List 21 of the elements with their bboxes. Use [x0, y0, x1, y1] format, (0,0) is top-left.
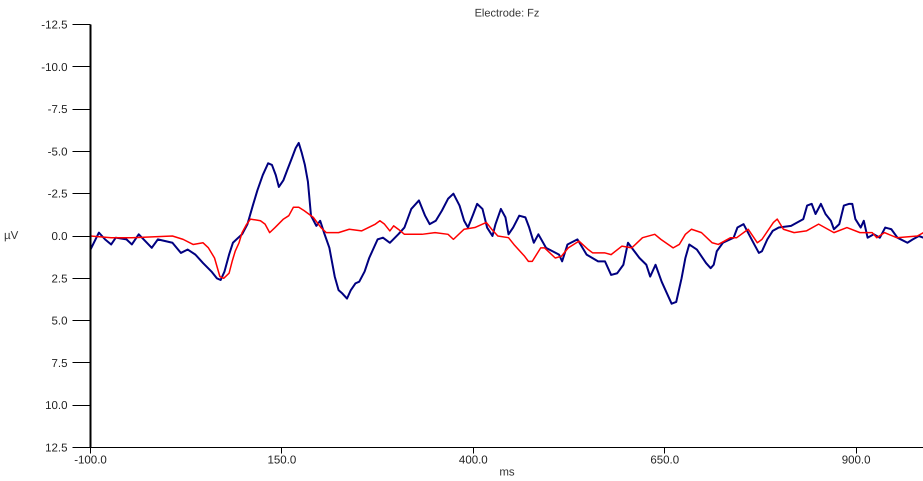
y-tick-label: 2.5 — [52, 273, 68, 286]
chart-title: Electrode: Fz — [474, 8, 540, 20]
y-axis-title: µV — [4, 230, 19, 242]
line-series — [90, 206, 923, 280]
y-tick-label: -10.0 — [41, 62, 68, 74]
y-tick-label: -12.5 — [41, 20, 68, 32]
y-tick-label: -2.5 — [48, 188, 68, 201]
x-tick-label: 150.0 — [268, 454, 296, 466]
x-tick-label: 400.0 — [458, 454, 488, 466]
line-series — [90, 142, 923, 305]
x-axis-title: ms — [499, 466, 515, 478]
y-tick-label: 0.0 — [52, 231, 68, 243]
x-tick-label: 900.0 — [842, 454, 871, 466]
y-tick-label: 7.5 — [52, 358, 68, 370]
y-tick-label: 10.0 — [45, 400, 68, 412]
y-tick-label: -5.0 — [48, 146, 68, 158]
y-tick-label: -7.5 — [48, 104, 68, 116]
y-tick-label: 12.5 — [45, 442, 68, 454]
x-tick-label: -100.0 — [74, 454, 107, 466]
y-tick-label: 5.0 — [52, 316, 68, 328]
x-tick-label: 650.0 — [650, 454, 680, 466]
